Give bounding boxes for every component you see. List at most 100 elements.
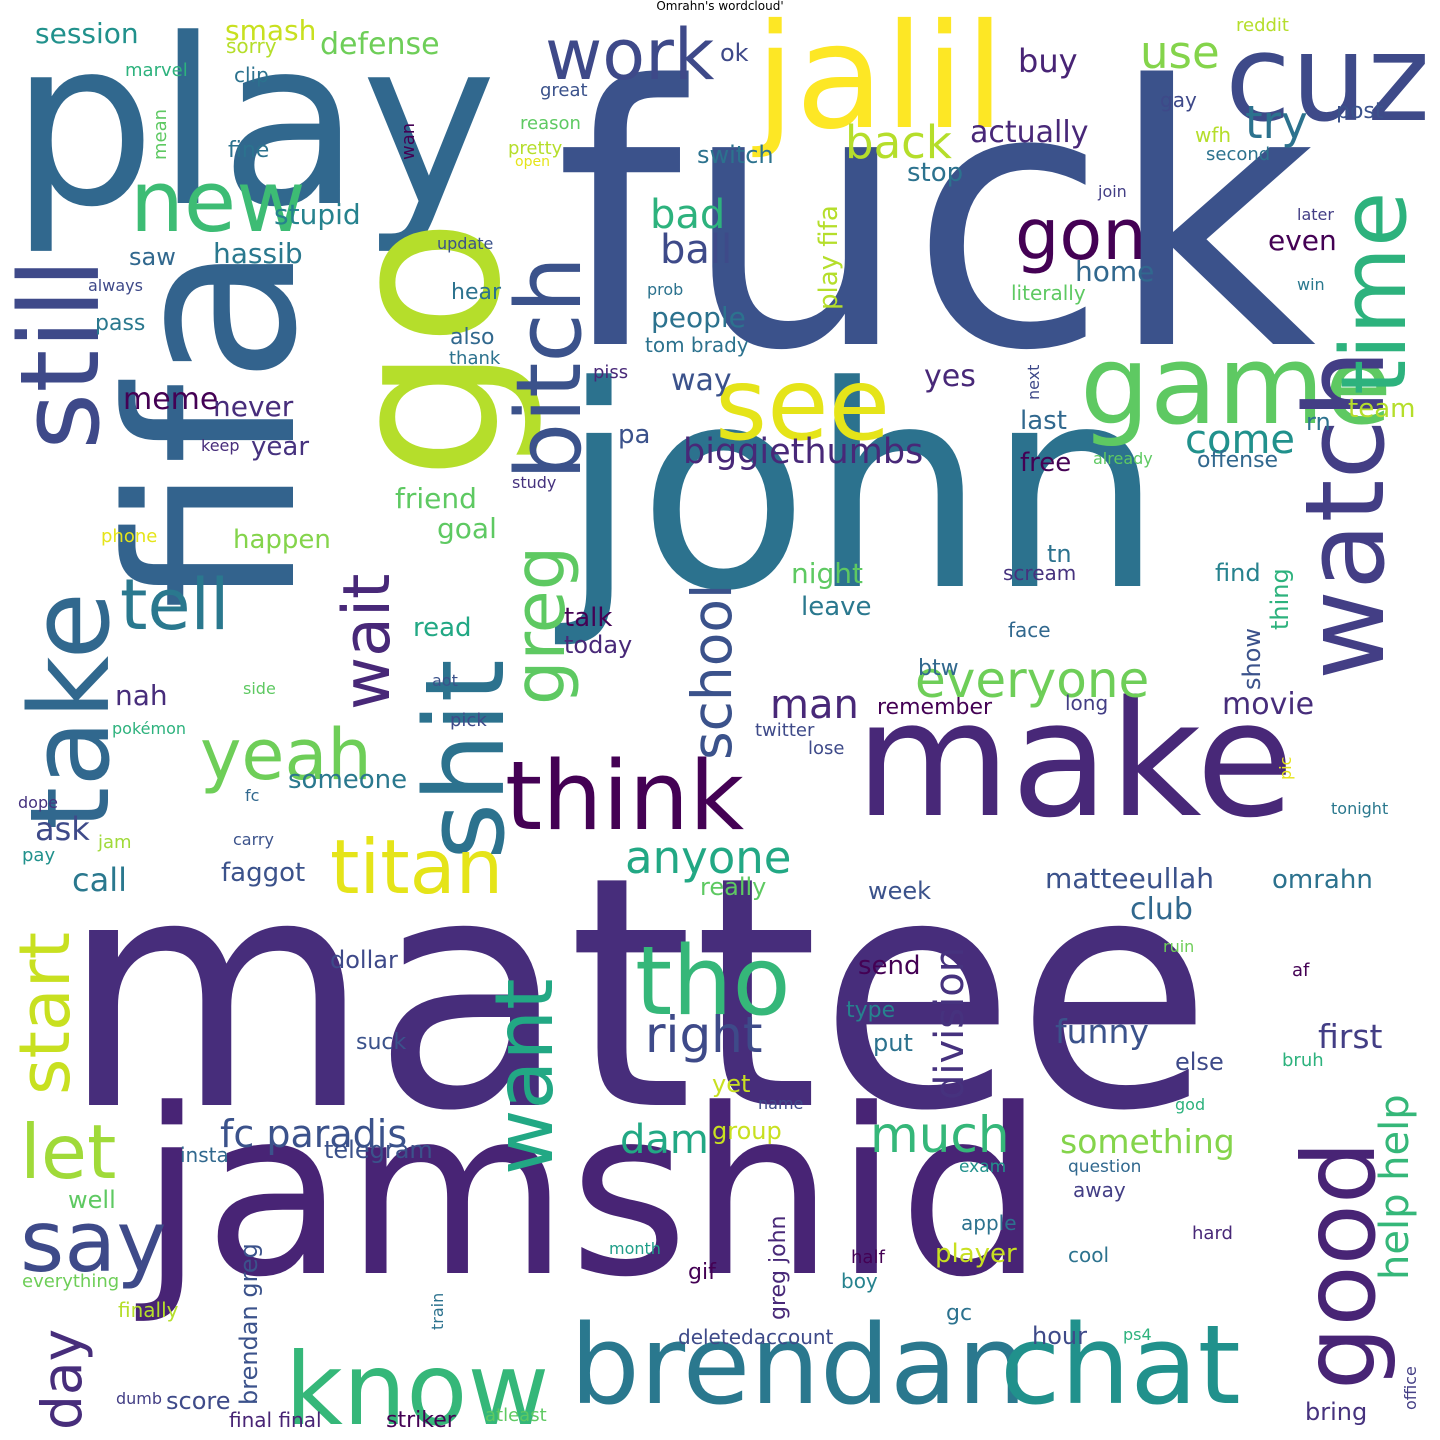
word-session: session <box>35 17 139 50</box>
word-thing: thing <box>1266 568 1294 630</box>
word-play: play <box>10 12 497 258</box>
word-team: team <box>1348 394 1416 424</box>
word-also: also <box>450 325 495 350</box>
word-play-fifa: play fifa <box>814 205 844 310</box>
word-office: office <box>1401 1366 1420 1410</box>
word-keep: keep <box>201 436 240 455</box>
word-today: today <box>564 631 633 659</box>
word-even: even <box>1268 224 1337 257</box>
word-type: type <box>846 998 896 1023</box>
word-back: back <box>845 116 952 169</box>
word-always: always <box>88 276 143 295</box>
word-call: call <box>72 861 127 899</box>
word-tho: tho <box>635 927 791 1037</box>
word-yes: yes <box>924 359 976 394</box>
word-gay: gay <box>1160 88 1197 112</box>
word-really: really <box>700 873 767 901</box>
word-buy: buy <box>1018 42 1078 80</box>
word-striker: striker <box>386 1408 456 1433</box>
word-bruh: bruh <box>1282 1050 1324 1071</box>
word-titan: titan <box>330 823 504 911</box>
word-deletedaccount: deletedaccount <box>678 1325 834 1349</box>
word-yeah: yeah <box>200 714 372 796</box>
word-thank: thank <box>449 348 501 369</box>
word-home: home <box>1075 255 1155 288</box>
word-smash: smash <box>225 14 317 47</box>
word-insta: insta <box>180 1143 229 1167</box>
word-yet: yet <box>712 1070 751 1098</box>
word-show: show <box>1238 627 1266 690</box>
word-hassib: hassib <box>213 237 303 270</box>
word-twitter: twitter <box>755 720 815 741</box>
word-bad: bad <box>650 192 726 238</box>
word-boy: boy <box>841 1269 878 1293</box>
word-ruin: ruin <box>1163 937 1195 956</box>
word-ps4: ps4 <box>1123 1325 1152 1344</box>
word-brendan: brendan <box>570 1301 1027 1429</box>
word-division: division <box>927 946 973 1100</box>
word-come: come <box>1185 417 1296 463</box>
word-lose: lose <box>808 738 845 759</box>
word-fuck: fuck <box>555 12 1317 429</box>
word-phone: phone <box>101 526 158 547</box>
word-question: question <box>1068 1157 1142 1177</box>
word-second: second <box>1206 144 1271 165</box>
word-cool: cool <box>1068 1243 1110 1267</box>
word-well: well <box>68 1186 116 1214</box>
word-hard: hard <box>1192 1223 1233 1244</box>
word-exam: exam <box>959 1157 1007 1177</box>
word-gon: gon <box>1015 194 1147 276</box>
word-day: day <box>30 1328 94 1430</box>
word-start: start <box>4 931 86 1095</box>
word-first: first <box>1318 1017 1383 1056</box>
word-suck: suck <box>356 1030 407 1055</box>
word-think: think <box>505 742 745 852</box>
word-year: year <box>251 432 310 462</box>
word-goal: goal <box>437 512 497 545</box>
word-side: side <box>243 679 276 698</box>
word-tonight: tonight <box>1331 799 1389 818</box>
word-ball: ball <box>660 227 733 273</box>
page-title: Omrahn's wordcloud' <box>656 0 784 13</box>
word-happen: happen <box>233 525 331 555</box>
word-player: player <box>935 1239 1017 1269</box>
word-funny: funny <box>1055 1012 1149 1051</box>
word-pa: pa <box>618 420 651 450</box>
word-help-help: help help <box>1372 1094 1418 1280</box>
word-put: put <box>873 1029 913 1057</box>
word-wfh: wfh <box>1195 123 1232 147</box>
word-dumb: dumb <box>116 1389 163 1408</box>
word-jamshid: jamshid <box>140 1061 1045 1328</box>
word-people: people <box>651 301 746 334</box>
word-wait: wait <box>330 573 405 710</box>
word-win: win <box>1297 275 1325 294</box>
word-offense: offense <box>1197 448 1279 473</box>
word-aot: aot <box>432 671 458 690</box>
word-long: long <box>1065 691 1109 715</box>
word-pass: pass <box>95 311 146 336</box>
word-dam: dam <box>620 1117 709 1163</box>
word-atleast: atleast <box>485 1405 547 1426</box>
word-clip: clip <box>234 63 269 87</box>
word-friend: friend <box>395 482 477 515</box>
word-telegram: telegram <box>324 1136 433 1164</box>
word-defense: defense <box>320 27 440 62</box>
word-ok: ok <box>720 39 749 67</box>
word-great: great <box>540 80 588 101</box>
word-remember: remember <box>877 695 993 720</box>
word-saw: saw <box>129 243 176 271</box>
word-reason: reason <box>520 113 581 134</box>
word-scream: scream <box>1003 561 1077 585</box>
word-never: never <box>213 390 294 423</box>
word-everything: everything <box>22 1271 120 1292</box>
word-next: next <box>1024 364 1043 400</box>
word-chat: chat <box>1000 1301 1241 1429</box>
word-switch: switch <box>697 141 774 169</box>
word-pay: pay <box>22 845 56 866</box>
word-last: last <box>1020 406 1067 436</box>
word-someone: someone <box>288 765 408 795</box>
word-use: use <box>1140 26 1220 79</box>
word-away: away <box>1073 1178 1126 1202</box>
word-week: week <box>868 877 932 905</box>
word-leave: leave <box>801 592 872 622</box>
